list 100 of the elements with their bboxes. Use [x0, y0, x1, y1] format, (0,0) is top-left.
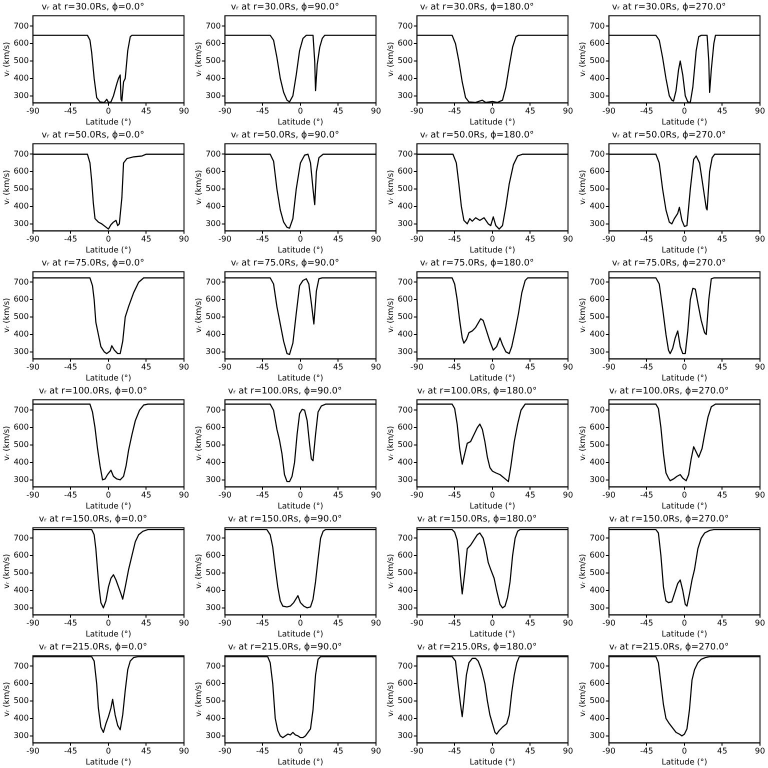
chart-title: vᵣ at r=215.0Rs, ϕ=0.0° [38, 642, 148, 653]
x-axis-title: Latitude (°) [470, 757, 516, 766]
x-tick-label: 90 [754, 234, 766, 244]
y-tick-label: 400 [590, 202, 605, 211]
chart-title: vᵣ at r=100.0Rs, ϕ=180.0° [417, 386, 537, 397]
x-tick-label: 90 [754, 746, 766, 756]
x-tick-label: -45 [448, 362, 462, 372]
y-tick-label: 500 [590, 696, 605, 706]
x-axis-title: Latitude (°) [470, 373, 516, 382]
x-tick-label: 90 [178, 362, 190, 372]
y-tick-label: 600 [14, 678, 29, 688]
x-tick-label: 0 [682, 362, 687, 372]
y-tick-label: 400 [590, 74, 605, 83]
chart-title: vᵣ at r=100.0Rs, ϕ=90.0° [228, 386, 342, 397]
x-tick-label: -90 [410, 234, 424, 244]
y-tick-label: 400 [590, 586, 605, 595]
y-tick-label: 400 [398, 202, 413, 211]
y-tick-label: 500 [14, 568, 29, 578]
y-tick-label: 400 [206, 330, 221, 339]
y-axis-title: vᵣ (km/s) [194, 170, 203, 205]
y-tick-label: 700 [590, 661, 605, 670]
y-tick-label: 300 [590, 602, 605, 612]
chart-title: vᵣ at r=100.0Rs, ϕ=0.0° [38, 386, 148, 397]
x-tick-label: 45 [141, 106, 152, 116]
x-tick-label: -90 [218, 618, 232, 628]
x-tick-label: -90 [602, 490, 616, 500]
y-tick-label: 300 [590, 346, 605, 356]
y-tick-label: 700 [398, 405, 413, 414]
y-tick-label: 300 [14, 90, 29, 100]
x-tick-label: 90 [562, 746, 574, 756]
x-axis-title: Latitude (°) [662, 629, 708, 638]
y-tick-label: 400 [398, 74, 413, 83]
x-axis-title: Latitude (°) [278, 117, 324, 126]
chart-title: vᵣ at r=30.0Rs, ϕ=180.0° [420, 2, 534, 13]
y-axis-title: vᵣ (km/s) [578, 554, 587, 589]
x-tick-label: -45 [256, 490, 270, 500]
x-tick-label: 0 [490, 234, 495, 244]
x-tick-label: -90 [602, 618, 616, 628]
x-tick-label: -45 [64, 362, 78, 372]
chart-title: vᵣ at r=50.0Rs, ϕ=270.0° [612, 130, 726, 141]
y-tick-label: 500 [590, 184, 605, 194]
x-tick-label: 90 [178, 490, 190, 500]
y-tick-label: 400 [14, 74, 29, 83]
x-axis-title: Latitude (°) [662, 373, 708, 382]
y-tick-label: 600 [590, 38, 605, 48]
chart-title: vᵣ at r=75.0Rs, ϕ=0.0° [42, 258, 144, 269]
y-axis-title: vᵣ (km/s) [194, 682, 203, 717]
x-axis-title: Latitude (°) [662, 117, 708, 126]
y-tick-label: 500 [206, 568, 221, 578]
y-tick-label: 400 [206, 458, 221, 467]
y-tick-label: 300 [14, 474, 29, 484]
x-tick-label: 90 [370, 490, 382, 500]
x-tick-label: -45 [640, 362, 654, 372]
x-tick-label: 45 [717, 746, 728, 756]
x-axis-title: Latitude (°) [278, 245, 324, 254]
y-tick-label: 600 [590, 294, 605, 304]
y-tick-label: 600 [14, 422, 29, 432]
y-tick-label: 600 [398, 294, 413, 304]
y-tick-label: 300 [14, 218, 29, 228]
x-tick-label: 45 [717, 362, 728, 372]
x-tick-label: -90 [602, 234, 616, 244]
x-tick-label: -90 [26, 746, 40, 756]
x-tick-label: 90 [754, 362, 766, 372]
y-tick-label: 400 [398, 330, 413, 339]
x-axis-title: Latitude (°) [278, 757, 324, 766]
y-axis-title: vᵣ (km/s) [2, 554, 11, 589]
y-tick-label: 700 [590, 21, 605, 30]
y-tick-label: 700 [14, 405, 29, 414]
y-axis-title: vᵣ (km/s) [2, 298, 11, 333]
x-tick-label: -90 [602, 362, 616, 372]
x-tick-label: -45 [64, 234, 78, 244]
y-tick-label: 500 [14, 440, 29, 450]
y-axis-title: vᵣ (km/s) [2, 682, 11, 717]
y-tick-label: 600 [14, 294, 29, 304]
x-tick-label: -45 [640, 746, 654, 756]
x-tick-label: 90 [754, 106, 766, 116]
x-tick-label: 0 [298, 746, 303, 756]
x-tick-label: 90 [370, 106, 382, 116]
x-tick-label: 0 [298, 618, 303, 628]
y-tick-label: 500 [206, 184, 221, 194]
y-tick-label: 400 [398, 458, 413, 467]
x-tick-label: -45 [256, 746, 270, 756]
chart-title: vᵣ at r=30.0Rs, ϕ=90.0° [230, 2, 340, 13]
x-axis-title: Latitude (°) [662, 757, 708, 766]
y-tick-label: 400 [14, 586, 29, 595]
y-tick-label: 300 [590, 474, 605, 484]
y-tick-label: 500 [206, 440, 221, 450]
y-tick-label: 600 [206, 166, 221, 176]
x-axis-title: Latitude (°) [470, 245, 516, 254]
x-tick-label: -90 [26, 618, 40, 628]
x-tick-label: 45 [141, 362, 152, 372]
x-axis-title: Latitude (°) [470, 501, 516, 510]
y-tick-label: 600 [206, 678, 221, 688]
x-tick-label: -45 [64, 618, 78, 628]
y-tick-label: 700 [14, 533, 29, 542]
y-tick-label: 500 [14, 184, 29, 194]
y-axis-title: vᵣ (km/s) [578, 170, 587, 205]
x-tick-label: -45 [448, 490, 462, 500]
y-tick-label: 500 [398, 440, 413, 450]
x-tick-label: -90 [410, 106, 424, 116]
